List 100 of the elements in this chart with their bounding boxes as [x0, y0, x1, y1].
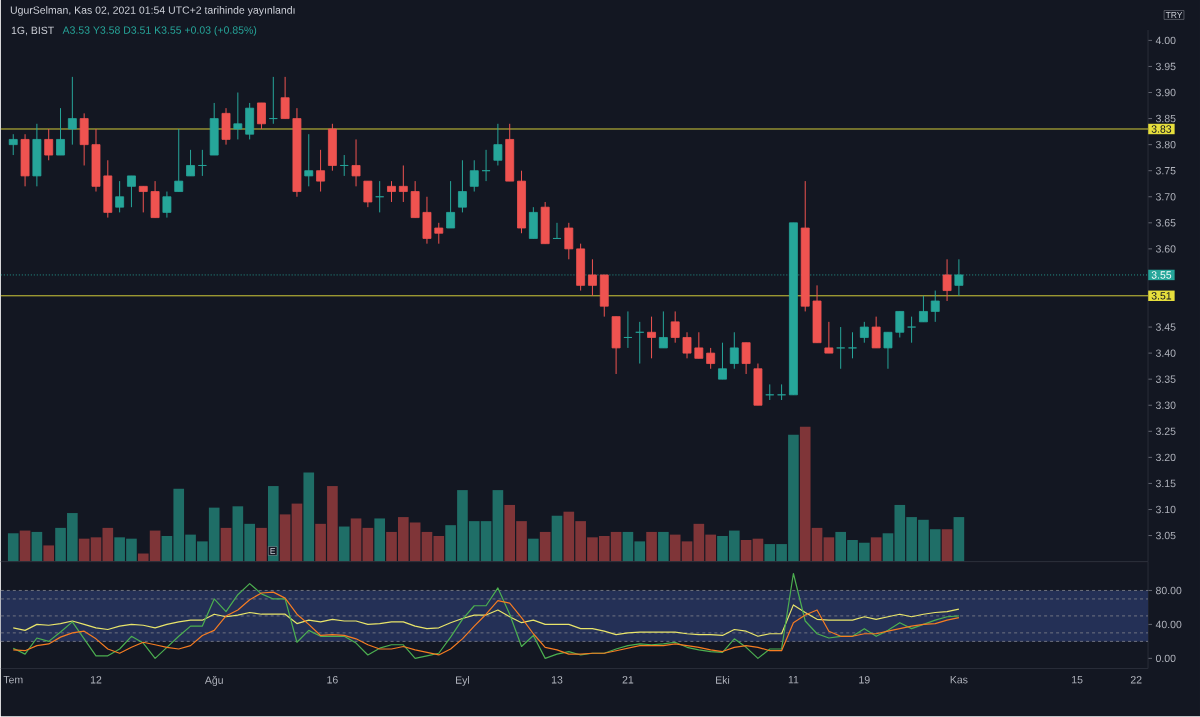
bar [78, 538, 90, 562]
candlestick [706, 347, 716, 370]
ref-line-label: 3.51 [1151, 292, 1172, 300]
candlestick [446, 180, 456, 229]
candlestick [718, 342, 727, 380]
x-tick-label: 16 [327, 676, 338, 684]
candlestick [387, 180, 396, 203]
y-tick-label: 3.90 [1155, 89, 1176, 97]
bar [43, 545, 55, 562]
candlestick [729, 332, 739, 370]
y-tick-label: 80.00 [1156, 587, 1182, 595]
candlestick [954, 259, 964, 297]
candlestick [316, 149, 325, 193]
x-tick-label: Kas [950, 676, 968, 684]
candlestick [469, 160, 479, 193]
candlestick [257, 102, 266, 130]
y-tick-label: 3.40 [1155, 349, 1176, 358]
bar [338, 526, 350, 562]
bar [941, 529, 953, 562]
candlestick [162, 191, 172, 219]
candlestick [280, 76, 290, 120]
y-tick-label: 40.00 [1155, 620, 1182, 629]
candlestick [883, 332, 893, 370]
bar [551, 515, 563, 562]
x-tick-label: 12 [90, 676, 102, 684]
bar [374, 518, 385, 562]
bar [291, 503, 303, 562]
candlestick [127, 175, 136, 208]
candlestick [458, 160, 467, 214]
candlestick [44, 128, 54, 162]
ref-line-label: 3.83 [1151, 125, 1172, 133]
bar [752, 538, 764, 562]
y-tick-label: 3.60 [1155, 245, 1176, 253]
bar [953, 517, 965, 562]
bar [492, 490, 504, 562]
y-tick-label: 3.35 [1155, 375, 1176, 384]
y-tick-label: 0.00 [1155, 654, 1176, 663]
bar [740, 540, 752, 562]
y-tick-label: 4.00 [1155, 36, 1176, 45]
candlestick [363, 180, 373, 208]
y-tick-label: 3.25 [1155, 427, 1176, 436]
x-tick-label: 21 [622, 676, 634, 684]
bar [539, 532, 551, 562]
x-tick-label: Tem [3, 676, 23, 684]
candlestick [694, 332, 704, 360]
x-tick-label: 22 [1130, 676, 1142, 684]
y-tick-label: 3.65 [1155, 219, 1176, 227]
candlestick [942, 259, 952, 302]
bar [7, 533, 19, 562]
chart-subtitle: A3.53 Y3.58 D3.51 K3.55 +0.03 (+0.85%) [62, 26, 257, 37]
candlestick [304, 133, 314, 188]
candlestick [67, 76, 77, 146]
candlestick [824, 321, 834, 354]
bar [362, 528, 374, 562]
candlestick [398, 165, 408, 203]
y-tick-label: 3.80 [1155, 141, 1176, 149]
candlestick [848, 332, 857, 360]
candlestick [658, 311, 668, 349]
y-tick-label: 3.15 [1155, 479, 1176, 488]
candlestick [56, 107, 65, 156]
candlestick [434, 222, 444, 245]
bar [303, 472, 315, 562]
y-tick-label: 3.20 [1155, 453, 1176, 462]
bar [823, 537, 835, 562]
bar [19, 530, 31, 562]
x-tick-label: 13 [551, 676, 563, 684]
bar [350, 518, 362, 562]
candlestick [836, 326, 846, 370]
candlestick [647, 316, 656, 360]
x-tick-label: 15 [1072, 676, 1083, 684]
bar [658, 532, 669, 562]
bar [870, 537, 882, 562]
ref-line-label: 3.55 [1151, 271, 1172, 279]
text: TRY [1165, 12, 1183, 19]
candlestick [859, 321, 869, 344]
candlestick [564, 222, 574, 261]
y-tick-label: 3.95 [1155, 63, 1176, 71]
x-tick-label: Eyl [456, 676, 470, 687]
bar [256, 528, 267, 562]
candlestick [930, 290, 940, 323]
y-tick-label: 3.70 [1155, 193, 1176, 201]
candlestick [174, 128, 184, 193]
x-tick-label: 11 [788, 676, 799, 684]
candlestick [895, 311, 905, 339]
bar [220, 528, 232, 562]
y-tick-label: 3.75 [1155, 167, 1176, 175]
candlestick [115, 180, 125, 214]
y-tick-label: 3.85 [1155, 115, 1176, 123]
candlestick [682, 332, 692, 360]
candlestick [138, 186, 148, 214]
candlestick [919, 295, 928, 323]
candlestick [741, 342, 751, 375]
y-tick-label: 3.30 [1155, 401, 1176, 410]
candlestick [871, 316, 881, 349]
candlestick [670, 311, 680, 344]
candlestick [493, 123, 503, 167]
bar [279, 514, 291, 562]
bar [646, 532, 657, 562]
y-tick-label: 3.05 [1155, 532, 1176, 540]
x-tick-label: 19 [859, 676, 870, 684]
